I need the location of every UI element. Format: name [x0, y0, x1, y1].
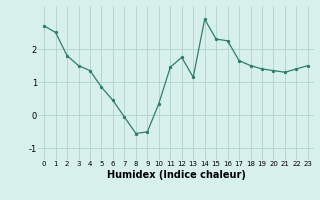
X-axis label: Humidex (Indice chaleur): Humidex (Indice chaleur)	[107, 170, 245, 180]
